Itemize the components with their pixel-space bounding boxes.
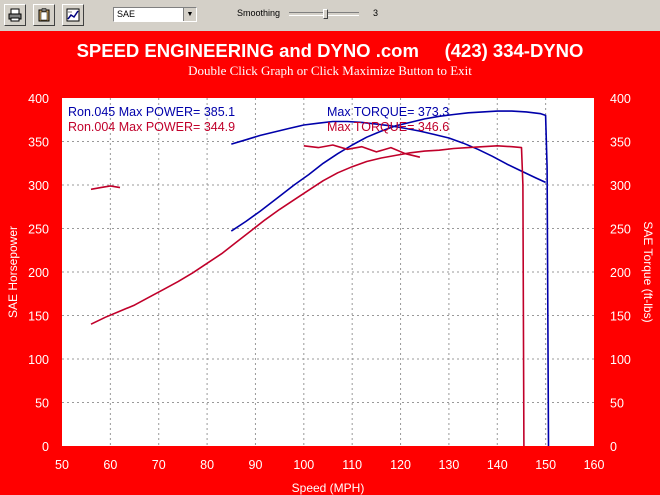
legend-torque: Max TORQUE= 373.3 [327, 105, 449, 119]
x-tick-label: 150 [535, 458, 556, 472]
y-tick-label-left: 100 [28, 353, 49, 367]
y-tick-label-right: 250 [610, 223, 631, 237]
y-tick-label-left: 350 [28, 136, 49, 150]
printer-icon [8, 8, 22, 22]
print-button[interactable] [4, 4, 26, 26]
x-tick-label: 160 [584, 458, 605, 472]
y-tick-label-left: 0 [42, 440, 49, 454]
tick-labels: 50 60 70 80 90 100 110 120 130 140 150 160 0 0 50 50 100… [28, 92, 631, 472]
series-lines [90, 110, 550, 447]
x-axis-label: Speed (MPH) [292, 481, 365, 495]
y-tick-label-left: 50 [35, 397, 49, 411]
x-tick-label: 70 [152, 458, 166, 472]
y-tick-label-right: 400 [610, 92, 631, 106]
mode-select[interactable]: SAE ▼ [113, 7, 197, 22]
chart-options-icon [66, 8, 80, 22]
dyno-chart[interactable]: SPEED ENGINEERING and DYNO .com (423) 33… [0, 31, 660, 495]
x-tick-label: 80 [200, 458, 214, 472]
y-tick-label-right: 0 [610, 440, 617, 454]
y-tick-label-left: 300 [28, 179, 49, 193]
y-tick-label-right: 100 [610, 353, 631, 367]
y-tick-label-right: 50 [610, 397, 624, 411]
x-tick-label: 130 [438, 458, 459, 472]
smoothing-slider[interactable] [289, 9, 359, 19]
chart-subtitle: Double Click Graph or Click Maximize But… [188, 63, 472, 78]
chevron-down-icon[interactable]: ▼ [183, 8, 196, 21]
y-tick-label-left: 400 [28, 92, 49, 106]
x-tick-label: 140 [487, 458, 508, 472]
y-tick-label-left: 200 [28, 266, 49, 280]
smoothing-label: Smoothing [237, 8, 281, 18]
legend-torque: Max TORQUE= 346.6 [327, 120, 449, 134]
series-ron-045-power-line [230, 110, 550, 447]
series-ron-004-power-line [90, 145, 525, 447]
series-ron-045-torque-line [231, 120, 546, 184]
y-tick-label-left: 150 [28, 310, 49, 324]
legend: Ron.045 Max POWER= 385.1 Max TORQUE= 373.… [68, 105, 449, 134]
smoothing-value: 3 [373, 8, 379, 18]
clipboard-icon [38, 8, 50, 22]
grid [62, 98, 594, 446]
series-ron-004-torque-line [303, 144, 421, 158]
copy-button[interactable] [33, 4, 55, 26]
series-ron-004-torque-line [90, 185, 121, 191]
y-tick-label-right: 300 [610, 179, 631, 193]
legend-run-power: Ron.045 Max POWER= 385.1 [68, 105, 235, 119]
chart-options-button[interactable] [62, 4, 84, 26]
slider-thumb[interactable] [323, 9, 328, 19]
x-tick-label: 120 [390, 458, 411, 472]
legend-run-power: Ron.004 Max POWER= 344.9 [68, 120, 235, 134]
chart-title: SPEED ENGINEERING and DYNO .com (423) 33… [77, 40, 584, 61]
x-tick-label: 110 [342, 458, 362, 472]
toolbar: SAE ▼ Smoothing 3 [0, 0, 660, 31]
y-tick-label-right: 150 [610, 310, 631, 324]
x-tick-label: 100 [293, 458, 314, 472]
x-tick-label: 90 [249, 458, 263, 472]
x-tick-label: 50 [55, 458, 69, 472]
y-tick-label-right: 200 [610, 266, 631, 280]
y-axis-label-left: SAE Horsepower [6, 226, 20, 318]
mode-select-value: SAE [117, 9, 136, 19]
x-tick-label: 60 [103, 458, 117, 472]
y-tick-label-left: 250 [28, 223, 49, 237]
y-axis-label-right: SAE Torque (ft-lbs) [641, 221, 655, 322]
y-tick-label-right: 350 [610, 136, 631, 150]
